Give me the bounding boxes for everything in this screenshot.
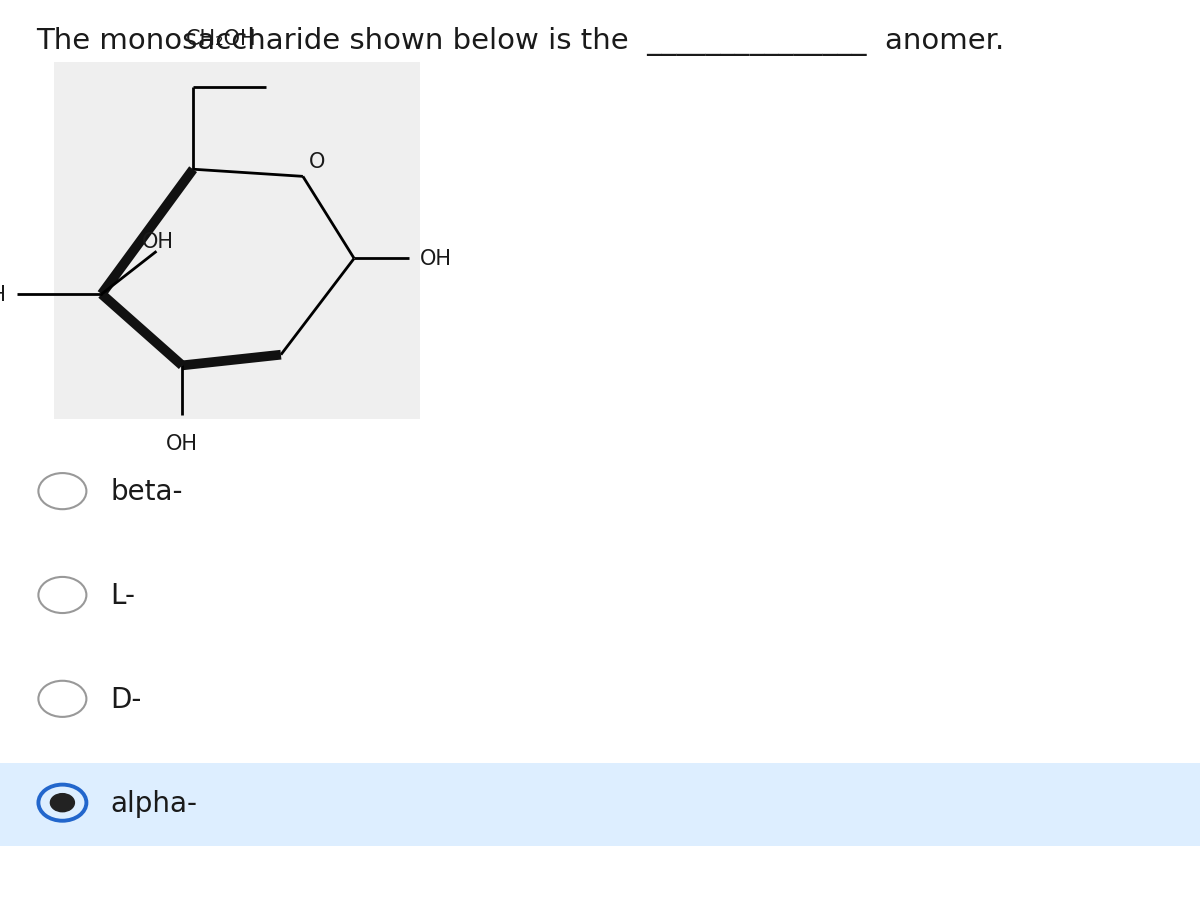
Text: OH: OH: [420, 249, 452, 269]
Text: L-: L-: [110, 581, 136, 610]
Circle shape: [50, 794, 74, 812]
Text: D-: D-: [110, 685, 142, 713]
Text: alpha-: alpha-: [110, 788, 197, 817]
Text: CH₂OH: CH₂OH: [186, 29, 257, 49]
FancyBboxPatch shape: [0, 763, 1200, 846]
Text: beta-: beta-: [110, 477, 182, 506]
FancyBboxPatch shape: [54, 63, 420, 419]
Text: O: O: [308, 152, 325, 171]
Text: The monosaccharide shown below is the  _______________  anomer.: The monosaccharide shown below is the __…: [36, 27, 1004, 56]
Text: OH: OH: [0, 285, 6, 305]
Text: OH: OH: [142, 231, 174, 252]
Text: OH: OH: [166, 434, 198, 454]
